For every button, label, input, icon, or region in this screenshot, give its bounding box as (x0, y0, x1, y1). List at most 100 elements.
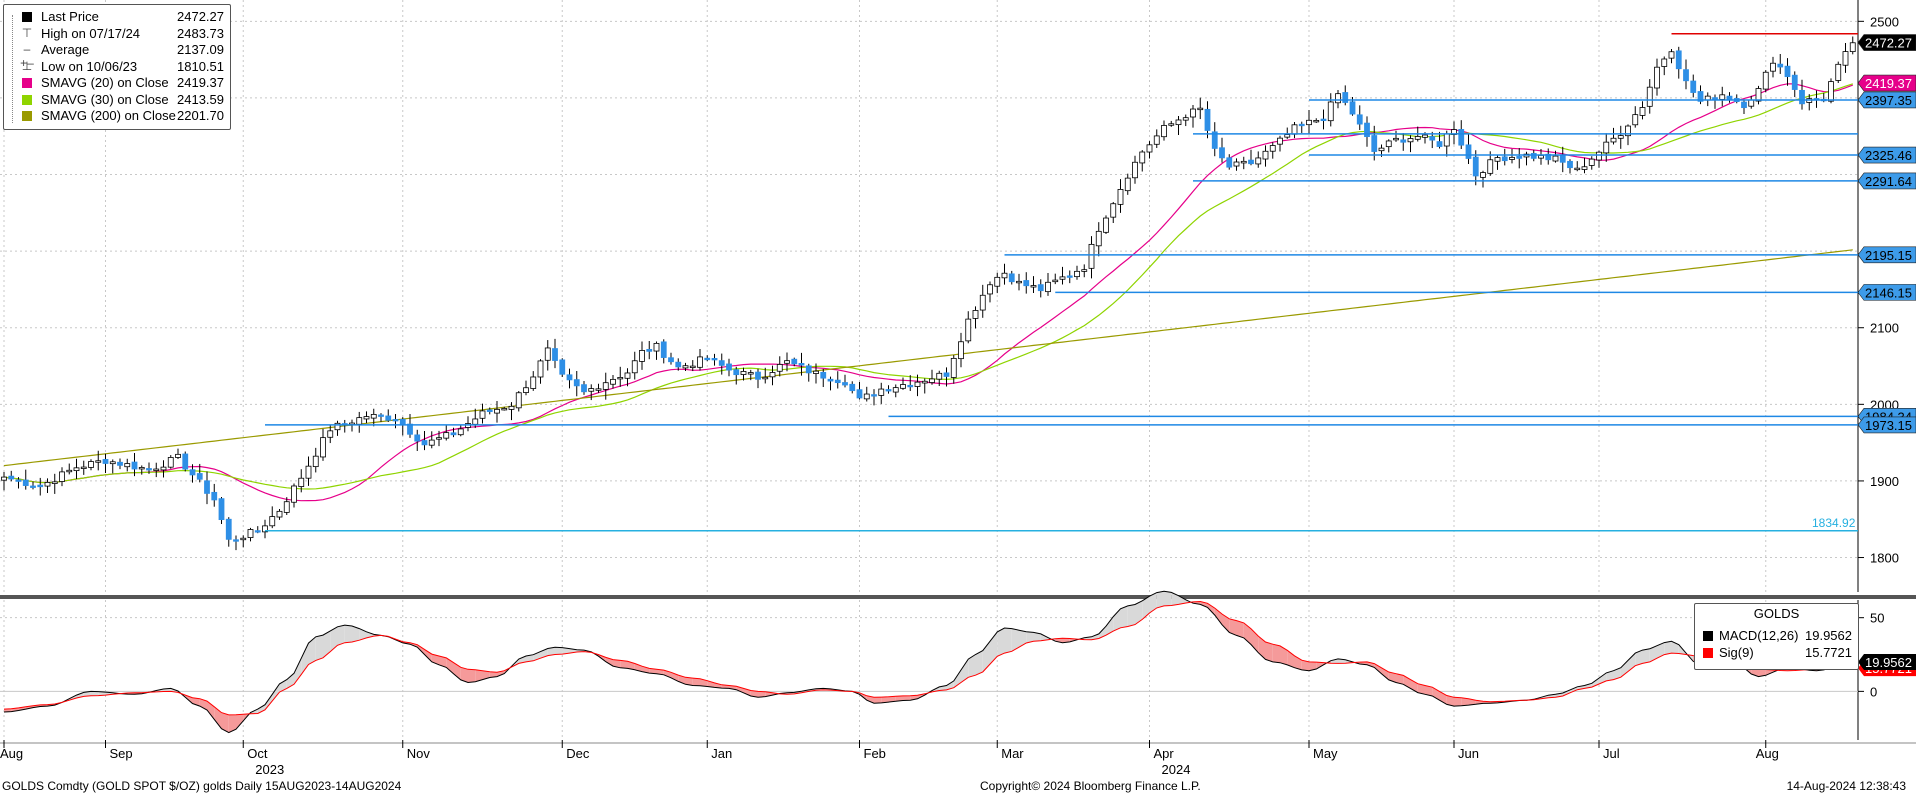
sma-200-line (3, 249, 1853, 467)
macd-fill-above (1040, 633, 1048, 641)
candle-down (1371, 135, 1378, 152)
candle-up (1146, 144, 1153, 153)
candle-up (878, 388, 885, 396)
candle-up (291, 485, 297, 503)
macd-fill-above (337, 625, 345, 646)
month-label: Apr (1154, 746, 1175, 761)
candle-down (827, 378, 834, 382)
candle-down (1226, 157, 1233, 168)
macd-legend-title: GOLDS (1753, 606, 1800, 621)
candle-down (1349, 101, 1356, 115)
candle-down (566, 374, 573, 381)
candle-up (1161, 125, 1167, 138)
legend-row: ⊥ Low on 10/06/23 1810.51 (4, 59, 224, 75)
candle-up (929, 378, 935, 383)
candle-down (1683, 69, 1689, 82)
candle-up (1182, 117, 1189, 121)
candle-down (1066, 275, 1073, 278)
candle-down (704, 357, 711, 361)
macd-value: 19.9562 (1805, 628, 1852, 643)
candle-up (51, 481, 58, 484)
candle-up (1001, 272, 1008, 279)
level-annotation-label: 1834.92 (1812, 516, 1856, 530)
macd-fill-below (1417, 683, 1425, 695)
macd-fill-below (1272, 644, 1280, 663)
candle-up (1240, 160, 1247, 164)
candle-up (1596, 151, 1602, 161)
candle-up (1770, 62, 1776, 72)
price-tag (1857, 284, 1916, 301)
macd-fill-below (903, 695, 911, 701)
macd-fill-above (1330, 658, 1338, 664)
candle-up (1117, 189, 1124, 205)
candle-up (1610, 137, 1617, 143)
candle-down (414, 434, 421, 442)
candle-up (1646, 86, 1653, 107)
candle-down (1784, 65, 1791, 78)
candle-up (240, 537, 247, 541)
candle-up (1327, 101, 1334, 122)
candle-down (1364, 122, 1370, 138)
candle-down (805, 365, 812, 374)
candle-up (682, 365, 689, 369)
price-tag (1857, 172, 1916, 190)
macd-fill-below (424, 649, 432, 662)
macd-fill-above (555, 647, 563, 655)
price-tag (1857, 246, 1916, 264)
candle-up (1132, 161, 1138, 179)
macd-fill-below (1280, 645, 1288, 665)
candle-down (675, 361, 682, 368)
candle-down (733, 369, 740, 376)
month-label: Nov (407, 746, 431, 761)
macd-fill-above (1570, 686, 1578, 693)
candle-up (892, 387, 899, 393)
macd-fill-below (692, 678, 700, 686)
macd-tag (1858, 653, 1916, 670)
candle-up (1835, 63, 1842, 81)
month-label: Dec (566, 746, 590, 761)
macd-fill-below (866, 695, 874, 704)
price-tag-label: 2397.35 (1865, 93, 1912, 108)
month-label: Sep (110, 746, 133, 761)
candle-down (1248, 159, 1254, 165)
candle-down (1400, 139, 1407, 143)
candle-up (994, 276, 1001, 287)
candle-up (312, 455, 319, 468)
macd-fill-above (961, 659, 969, 683)
candle-up (1284, 134, 1291, 138)
candle-up (1509, 156, 1515, 160)
legend-label: SMAVG (30) on Close (41, 91, 169, 107)
macd-fill-below (620, 660, 628, 669)
candle-down (15, 479, 22, 482)
candle-up (1074, 270, 1080, 278)
macd-fill-above (98, 691, 106, 696)
candle-down (1298, 123, 1305, 127)
macd-fill-below (453, 662, 461, 680)
candle-down (37, 484, 44, 488)
candle-up (1262, 150, 1269, 160)
candle-down (1037, 284, 1044, 292)
candle-down (1458, 129, 1465, 146)
candle-up (1639, 107, 1646, 116)
macd-fill-below (468, 669, 476, 683)
macd-fill-below (482, 670, 490, 680)
candle-up (1052, 279, 1059, 283)
macd-fill-below (4, 708, 12, 712)
candle-up (1306, 119, 1312, 126)
candle-up (914, 381, 921, 387)
candle-down (871, 394, 877, 397)
macd-fill-above (1178, 595, 1186, 605)
candle-down (1211, 131, 1218, 149)
candle-up (1574, 167, 1581, 171)
macd-fill-below (228, 714, 236, 733)
candle-down (856, 389, 863, 399)
candle-down (1219, 147, 1225, 159)
macd-fill-above (315, 635, 323, 661)
year-label: 2023 (255, 762, 284, 777)
macd-fill-below (1265, 641, 1273, 662)
candle-down (182, 453, 189, 470)
candle-down (385, 415, 392, 421)
candle-up (1277, 137, 1283, 145)
candle-down (146, 468, 152, 471)
candle-down (1545, 153, 1552, 161)
